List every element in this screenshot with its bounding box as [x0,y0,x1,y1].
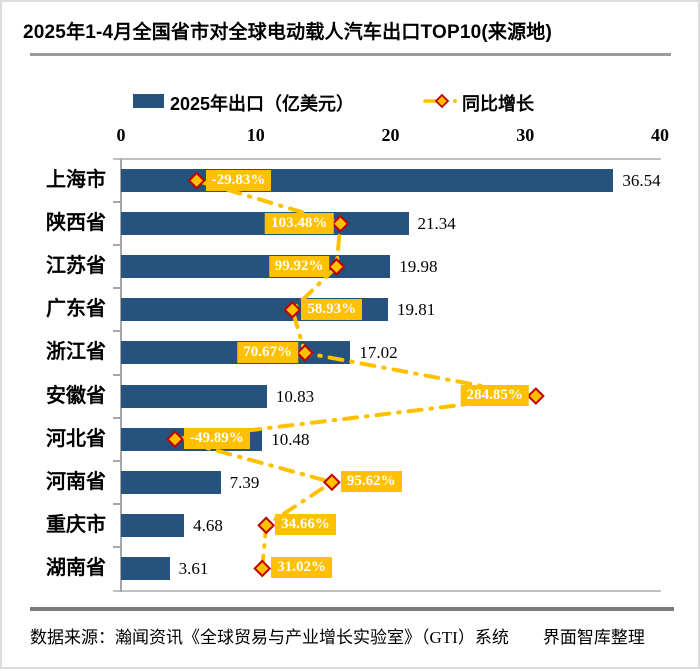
growth-label: 58.93% [301,298,363,320]
x-axis-tick: 0 [116,125,126,145]
growth-label: 103.48% [265,212,334,234]
bar-value-label: 19.98 [399,257,438,277]
y-axis-tick [113,330,121,333]
growth-diamond-icon [526,387,545,405]
growth-label: 99.92% [268,255,330,277]
y-axis-tick [113,244,121,247]
y-axis-tick [113,459,121,462]
y-axis-tick [113,545,121,548]
x-axis-tick: 30 [516,125,535,145]
category-label: 陕西省 [46,212,106,235]
x-axis-tick: 10 [246,125,265,145]
bar-value-label: 21.34 [417,214,456,234]
category-label: 安徽省 [46,384,106,407]
growth-diamond-icon [253,559,272,578]
category-label: 广东省 [46,298,106,321]
y-axis-line [120,159,122,592]
category-label: 河南省 [46,470,106,493]
growth-label: 284.85% [460,385,529,407]
export-bar [121,556,170,580]
category-label: 江苏省 [46,255,106,278]
bar-value-label: 10.83 [275,386,315,406]
export-bar [121,513,185,537]
export-bar [121,169,614,193]
category-label: 浙江省 [46,341,106,364]
y-axis-tick [113,373,121,376]
growth-label: 34.66% [275,514,336,536]
category-label: 重庆市 [46,513,106,536]
export-bar [121,255,391,279]
bar-value-label: 17.02 [359,343,398,363]
plot-bottom-line [113,590,661,592]
growth-label: 31.02% [271,557,332,579]
legend-growth-label: 同比增长 [462,94,534,114]
bar-value-label: 3.61 [178,558,209,578]
export-bar [121,470,221,494]
legend-bar-label: 2025年出口（亿美元） [170,94,355,114]
category-label: 湖南省 [46,556,106,579]
bar-value-label: 10.48 [271,429,310,449]
growth-label: -49.89% [184,428,250,450]
export-bar [121,384,267,408]
bar-value-label: 7.39 [229,472,260,492]
growth-diamond-icon [322,473,341,492]
bar-value-label: 19.81 [396,300,436,320]
y-axis-tick [113,201,121,204]
y-axis-tick [113,287,121,290]
y-axis-tick [113,502,121,505]
growth-label: 70.67% [237,341,298,363]
export-bar [121,341,351,365]
y-axis-tick [113,416,121,419]
bar-value-label: 4.68 [193,515,223,535]
x-axis-tick: 40 [651,125,669,145]
bar-value-label: 36.54 [622,171,661,190]
legend-growth-marker-icon [423,93,461,114]
growth-label: 95.62% [340,471,402,493]
growth-label: -29.83% [205,169,272,191]
growth-diamond-icon [257,516,276,535]
legend-bar-swatch-icon [133,94,164,108]
growth-connector-line [173,178,538,571]
x-axis-tick: 20 [381,125,400,145]
category-label: 河北省 [46,427,106,450]
data-source-note: 数据来源：瀚闻资讯《全球贸易与产业增长实验室》（GTI）系统 界面智库整理 [30,628,645,647]
category-label: 上海市 [46,169,106,191]
chart-title: 2025年1-4月全国省市对全球电动载人汽车出口TOP10(来源地) [23,22,553,43]
footer-divider [30,607,674,611]
plot-top-line [113,158,661,160]
title-divider [30,53,671,56]
